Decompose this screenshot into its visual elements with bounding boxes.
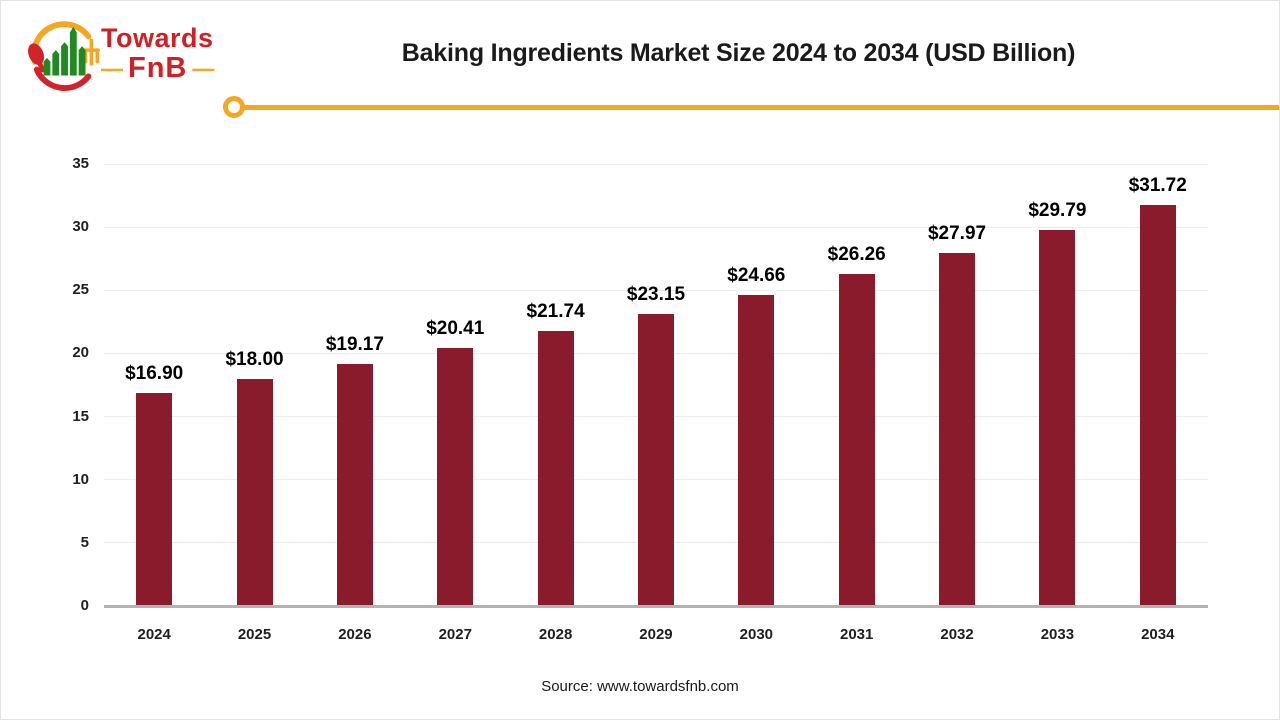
bar-slot-2032: $27.97 2032 bbox=[907, 164, 1007, 643]
x-tick-label-2031: 2031 bbox=[840, 626, 874, 643]
gridline-25 bbox=[104, 289, 1208, 291]
logo-fnb-label: FnB bbox=[128, 52, 188, 84]
gridline-35 bbox=[104, 163, 1208, 165]
bar-slot-2024: $16.90 2024 bbox=[104, 164, 204, 643]
bar-2027 bbox=[437, 348, 474, 606]
logo-left-dash: — bbox=[101, 55, 123, 81]
value-label-2030: $24.66 bbox=[727, 264, 786, 286]
spoon-icon bbox=[28, 43, 45, 73]
bar-slot-2029: $23.15 2029 bbox=[606, 164, 706, 643]
value-label-2027: $20.41 bbox=[426, 318, 485, 340]
value-label-2029: $23.15 bbox=[626, 283, 686, 305]
logo-towards-label: Towards bbox=[101, 23, 214, 53]
gridline-30 bbox=[104, 226, 1208, 228]
y-tick-label-25: 25 bbox=[72, 281, 89, 299]
x-tick-label-2024: 2024 bbox=[137, 626, 171, 643]
chart-title: Baking Ingredients Market Size 2024 to 2… bbox=[401, 39, 1076, 67]
bar-slot-2034: $31.72 2034 bbox=[1108, 164, 1208, 643]
value-label-2026: $19.17 bbox=[325, 333, 384, 355]
x-tick-label-2032: 2032 bbox=[940, 626, 974, 643]
y-tick-label-20: 20 bbox=[72, 344, 89, 362]
x-tick-label-2026: 2026 bbox=[338, 626, 372, 643]
title-divider-line bbox=[242, 105, 1279, 110]
value-label-2032: $27.97 bbox=[927, 222, 987, 244]
x-tick-label-2029: 2029 bbox=[639, 626, 673, 643]
x-tick-label-2030: 2030 bbox=[739, 626, 774, 643]
bar-2033 bbox=[1039, 229, 1076, 606]
logo-right-dash: — bbox=[192, 55, 215, 81]
towards-fnb-logo-text: Towards — FnB — bbox=[101, 25, 214, 83]
towards-fnb-logo: Towards — FnB — bbox=[27, 11, 227, 97]
bar-slot-2026: $19.17 2026 bbox=[305, 164, 405, 643]
bar-2025 bbox=[236, 378, 273, 606]
fork-icon bbox=[82, 38, 100, 66]
value-label-2028: $21.74 bbox=[526, 301, 585, 323]
towards-fnb-logo-icon bbox=[28, 21, 100, 91]
x-tick-label-2033: 2033 bbox=[1040, 626, 1075, 643]
x-tick-label-2025: 2025 bbox=[237, 626, 272, 643]
value-label-2033: $29.79 bbox=[1028, 199, 1087, 221]
bar-slot-2033: $29.79 2033 bbox=[1007, 164, 1107, 643]
bar-2028 bbox=[537, 331, 574, 606]
value-label-2024: $16.90 bbox=[125, 362, 184, 384]
value-label-2034: $31.72 bbox=[1128, 175, 1187, 197]
x-axis-baseline bbox=[104, 605, 1208, 608]
bar-2029 bbox=[637, 313, 674, 606]
value-label-2031: $26.26 bbox=[827, 244, 886, 266]
y-tick-label-15: 15 bbox=[72, 407, 89, 425]
bar-slot-2030: $24.66 2030 bbox=[706, 164, 806, 643]
y-tick-label-30: 30 bbox=[72, 218, 89, 236]
bar-2024 bbox=[136, 392, 173, 606]
bar-slot-2028: $21.74 2028 bbox=[505, 164, 605, 643]
bar-2026 bbox=[336, 363, 373, 606]
x-tick-label-2034: 2034 bbox=[1141, 626, 1175, 643]
x-tick-label-2028: 2028 bbox=[538, 626, 573, 643]
x-tick-label-2027: 2027 bbox=[438, 626, 472, 643]
value-label-2025: $18.00 bbox=[225, 348, 284, 370]
y-tick-label-10: 10 bbox=[72, 470, 89, 488]
bar-2030 bbox=[738, 294, 775, 606]
source-text: Source: www.towardsfnb.com bbox=[541, 678, 739, 695]
bar-slot-2027: $20.41 2027 bbox=[405, 164, 505, 643]
bar-slot-2025: $18.00 2025 bbox=[204, 164, 304, 643]
y-tick-label-5: 5 bbox=[80, 533, 89, 551]
growth-bars-icon bbox=[43, 26, 86, 76]
bar-slot-2031: $26.26 2031 bbox=[807, 164, 907, 643]
y-axis: 0 5 10 15 20 25 30 35 bbox=[1, 155, 89, 614]
bar-2034 bbox=[1139, 205, 1176, 606]
y-tick-label-0: 0 bbox=[80, 597, 89, 614]
plot-area: $16.90 2024 $18.00 2025 $19.17 2026 $20.41 2027… bbox=[104, 163, 1208, 643]
y-tick-label-35: 35 bbox=[72, 155, 89, 172]
bar-2031 bbox=[838, 274, 875, 606]
bar-2032 bbox=[939, 252, 976, 606]
